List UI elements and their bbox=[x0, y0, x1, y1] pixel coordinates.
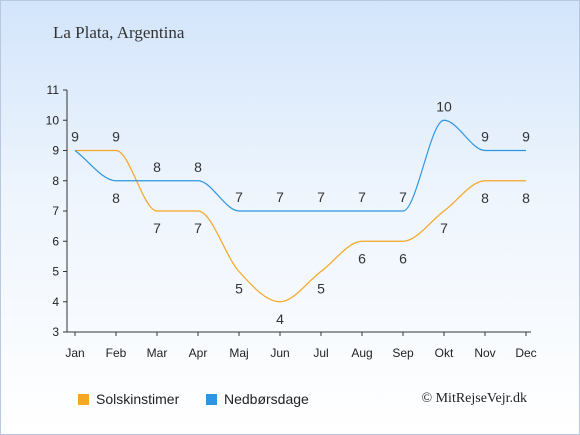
data-label-rain: 8 bbox=[194, 159, 202, 175]
data-label-rain: 7 bbox=[235, 189, 243, 205]
data-label-sun: 7 bbox=[153, 220, 161, 236]
x-tick-label: Maj bbox=[229, 346, 248, 360]
data-label-sun: 9 bbox=[71, 129, 79, 145]
y-tick-label: 3 bbox=[52, 325, 59, 339]
chart-axes: 3 4 5 6 7 8 9 10 11 Jan Feb Mar Apr Maj Jun Jul Aug Sep Ok… bbox=[46, 83, 537, 360]
x-tick-label: Jul bbox=[313, 346, 328, 360]
y-tick-label: 7 bbox=[52, 204, 59, 218]
x-tick-label: Aug bbox=[351, 346, 372, 360]
data-label-sun: 7 bbox=[194, 220, 202, 236]
data-label-sun: 7 bbox=[440, 220, 448, 236]
x-tick-label: Nov bbox=[474, 346, 495, 360]
legend-swatch-rain bbox=[206, 393, 217, 405]
x-tick-label: Okt bbox=[435, 346, 454, 360]
y-tick-label: 9 bbox=[52, 144, 59, 158]
chart-title: La Plata, Argentina bbox=[53, 23, 185, 42]
data-label-sun: 6 bbox=[358, 250, 366, 266]
x-tick-label: Sep bbox=[392, 346, 414, 360]
x-tick-label: Feb bbox=[106, 346, 127, 360]
data-label-sun: 8 bbox=[481, 190, 489, 206]
legend-item-rain: Nedbørsdage bbox=[206, 391, 309, 407]
y-tick-label: 5 bbox=[52, 265, 59, 279]
legend-label-sun: Solskinstimer bbox=[96, 391, 180, 407]
data-label-sun: 5 bbox=[317, 281, 325, 297]
y-tick-label: 6 bbox=[52, 234, 59, 248]
series-line-sun bbox=[75, 149, 526, 303]
chart-lines bbox=[74, 119, 526, 303]
y-tick-label: 4 bbox=[52, 295, 59, 309]
data-label-rain: 7 bbox=[317, 189, 325, 205]
legend-item-sun: Solskinstimer bbox=[78, 391, 179, 407]
data-label-rain: 7 bbox=[399, 189, 407, 205]
y-tick-label: 8 bbox=[52, 174, 59, 188]
y-tick-label: 10 bbox=[46, 113, 60, 127]
legend-swatch-sun bbox=[78, 393, 89, 405]
data-label-sun: 6 bbox=[399, 250, 407, 266]
x-tick-label: Jan bbox=[65, 346, 84, 360]
x-tick-label: Jun bbox=[270, 346, 289, 360]
x-tick-label: Dec bbox=[515, 346, 536, 360]
data-label-rain: 9 bbox=[481, 129, 489, 145]
data-label-rain: 8 bbox=[112, 190, 120, 206]
chart-data-labels: 9 9 7 7 5 4 5 6 6 7 8 8 8 8 8 7 7 7 7 7 10 9 9 bbox=[71, 98, 530, 327]
x-tick-label: Mar bbox=[147, 346, 168, 360]
data-label-rain: 9 bbox=[522, 129, 530, 145]
credit-text: © MitRejseVejr.dk bbox=[421, 391, 527, 406]
data-label-rain: 7 bbox=[358, 189, 366, 205]
data-label-sun: 8 bbox=[522, 190, 530, 206]
x-tick-label: Apr bbox=[189, 346, 208, 360]
legend-label-rain: Nedbørsdage bbox=[224, 391, 309, 407]
series-line-rain bbox=[74, 119, 526, 212]
y-tick-label: 11 bbox=[47, 83, 60, 97]
data-label-sun: 4 bbox=[276, 311, 284, 327]
data-label-sun: 9 bbox=[112, 129, 120, 145]
data-label-sun: 5 bbox=[235, 281, 243, 297]
data-label-rain: 7 bbox=[276, 189, 284, 205]
data-label-rain: 8 bbox=[153, 159, 161, 175]
data-label-rain: 10 bbox=[436, 98, 452, 114]
